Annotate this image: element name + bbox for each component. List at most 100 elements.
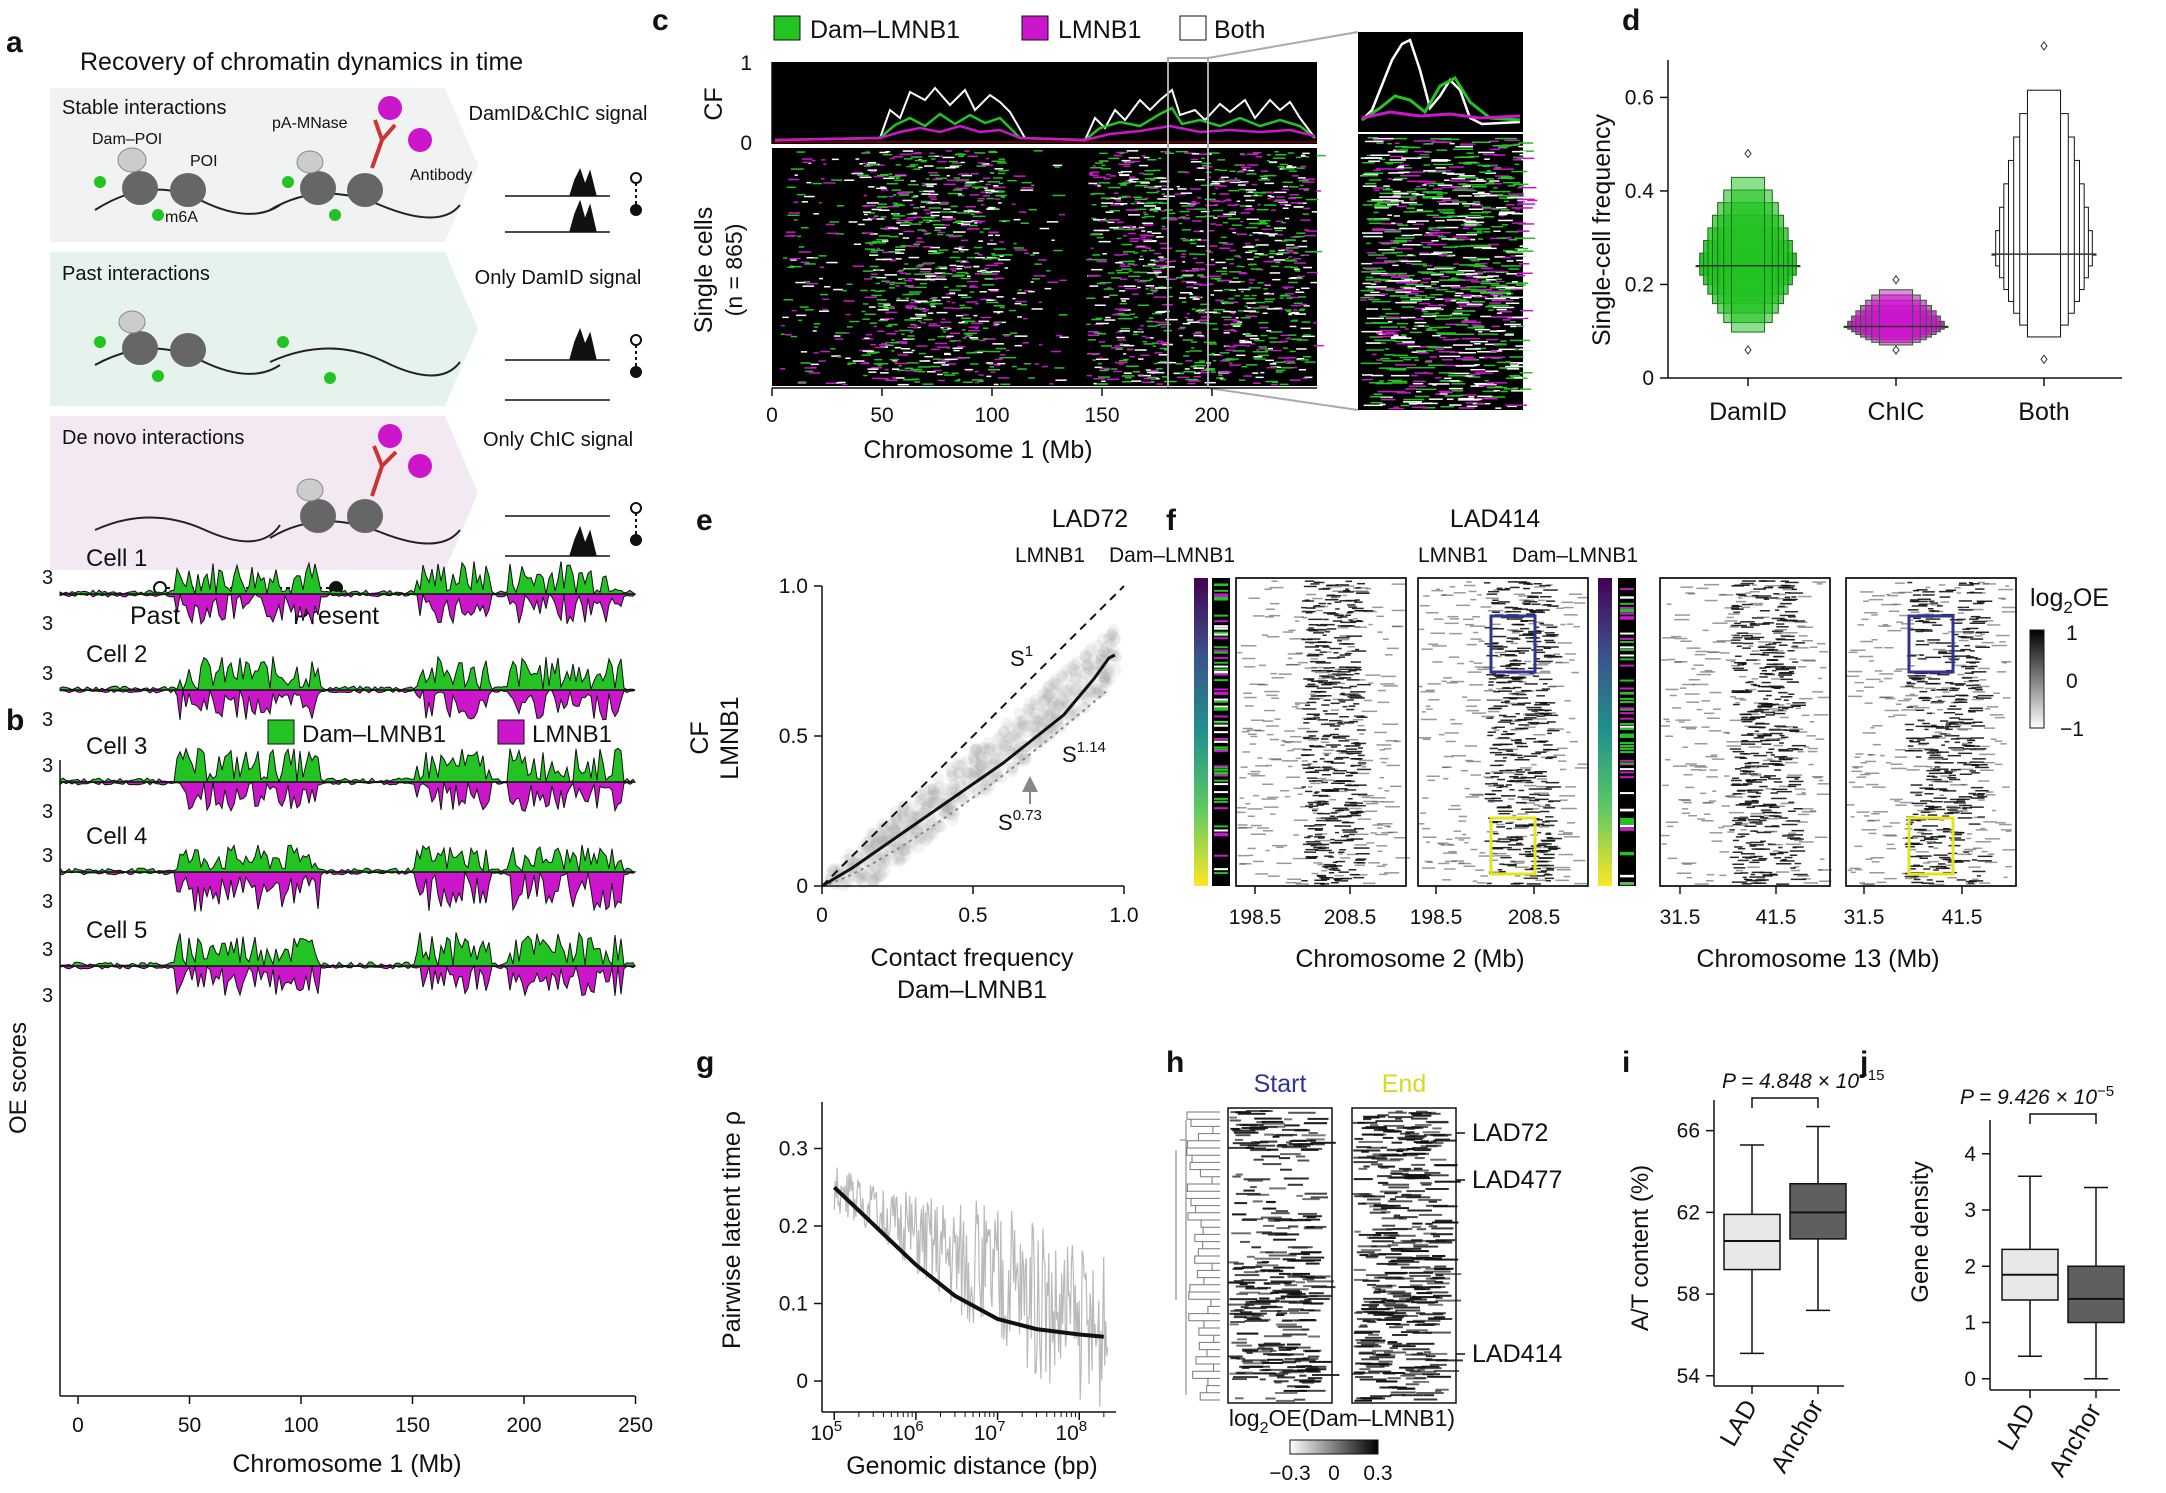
cell-signal-stripe [889,358,900,361]
cell-signal-stripe [1196,296,1202,299]
heatmap-stripe [1327,657,1341,659]
zoom-signal-stripe [1497,145,1510,148]
density-point [878,857,891,870]
heatmap-stripe [1321,723,1335,726]
cell-signal-stripe [1242,168,1247,171]
cell-signal-stripe [874,358,883,361]
cell-signal-stripe [1143,173,1154,175]
cell-signal-stripe [926,277,932,279]
heatmap-stripe [1339,636,1351,638]
zoom-signal-stripe [1461,359,1479,361]
cell-signal-stripe [1121,243,1132,246]
density-point [1031,726,1044,739]
heatmap-stripe [1310,658,1318,660]
zoom-signal-stripe [1451,390,1464,392]
heatmap-stripe [1292,706,1299,708]
cell-signal-stripe [1118,182,1128,185]
density-point [903,810,916,823]
cell-signal-stripe [847,362,857,364]
zoom-signal-stripe [1374,339,1397,341]
heatmap-stripe [1306,629,1316,631]
zoom-signal-stripe [1411,406,1428,408]
cell-signal-stripe [964,322,969,324]
signal-label: DamID&ChIC signal [469,103,648,125]
heatmap-stripe [1440,844,1455,846]
cell-signal-stripe [1131,293,1139,295]
heatmap-stripe [1518,789,1525,792]
heatmap-stripe [1470,848,1478,851]
cell-signal-stripe [1102,253,1107,255]
cell-signal-stripe [931,348,941,351]
poi-label: POI [190,153,218,170]
heatmap-stripe [1303,718,1317,720]
cluster-mark [1214,665,1228,668]
zoom-signal-stripe [1390,155,1404,158]
heatmap-stripe [1326,670,1342,673]
cell-signal-stripe [1278,201,1288,203]
density-point [1016,720,1029,733]
heatmap-stripe [1258,664,1266,667]
cell-signal-stripe [1301,287,1310,289]
cell-signal-stripe [1021,187,1034,189]
heatmap-stripe [1301,754,1315,756]
heatmap-stripe [1496,588,1505,591]
heatmap-stripe [1424,860,1433,863]
cell-signal-stripe [935,227,947,229]
heatmap-stripe [1451,723,1463,725]
zoom-signal-stripe [1391,336,1407,338]
cell-signal-stripe [1144,215,1155,218]
cell-signal-stripe [894,249,905,251]
heatmap-stripe [1377,689,1386,692]
cell-signal-stripe [905,297,910,299]
cell-signal-stripe [1261,191,1273,194]
cell-signal-stripe [1087,334,1100,336]
zoom-signal-stripe [1452,189,1469,191]
zoom-signal-stripe [1505,282,1513,284]
zoom-signal-stripe [1439,336,1446,339]
heatmap-stripe [1338,740,1350,742]
dam-lmnb1-area [59,655,636,691]
cell-signal-stripe [1197,268,1206,271]
cell-signal-stripe [1140,354,1150,357]
cell-signal-stripe [1291,338,1302,340]
cell-signal-stripe [1232,231,1237,234]
cell-signal-stripe [998,172,1006,175]
heatmap-stripe [1515,866,1529,868]
heatmap-stripe [1338,752,1347,754]
cell-signal-stripe [1179,372,1185,375]
density-point [882,827,895,840]
density-point [1046,696,1059,709]
heatmap-stripe [1392,625,1404,628]
cell-signal-stripe [1242,297,1256,300]
cell-signal-stripe [933,278,941,280]
density-point [947,809,960,822]
cell-signal-stripe [977,200,984,202]
cell-signal-stripe [931,220,941,222]
cell-signal-stripe [909,291,922,293]
heatmap-stripe [1545,804,1550,806]
cell-signal-stripe [1164,349,1168,351]
heatmap-stripe [1306,713,1320,715]
density-point [855,844,868,857]
heatmap-stripe [1488,678,1497,680]
cell-signal-stripe [1290,266,1298,269]
cell-signal-stripe [930,155,943,157]
heatmap-stripe [1531,603,1541,605]
cell-signal-stripe [1280,308,1284,311]
cell-signal-stripe [978,320,990,323]
cell-signal-stripe [1306,230,1318,232]
cell-signal-stripe [1269,196,1275,198]
cell-signal-stripe [822,308,829,311]
cell-signal-stripe [970,363,979,365]
zoom-signal-stripe [1412,194,1417,196]
heatmap-stripe [1349,811,1365,813]
heatmap-stripe [1499,863,1505,865]
cell-signal-stripe [1193,334,1204,337]
cell-signal-stripe [1096,282,1103,285]
heatmap-stripe [1545,880,1551,882]
x-tick-label: 150 [1084,404,1119,427]
zoom-signal-stripe [1459,143,1476,145]
cell-signal-stripe [1301,155,1306,157]
cell-signal-stripe [863,303,869,305]
zoom-signal-stripe [1461,320,1477,322]
